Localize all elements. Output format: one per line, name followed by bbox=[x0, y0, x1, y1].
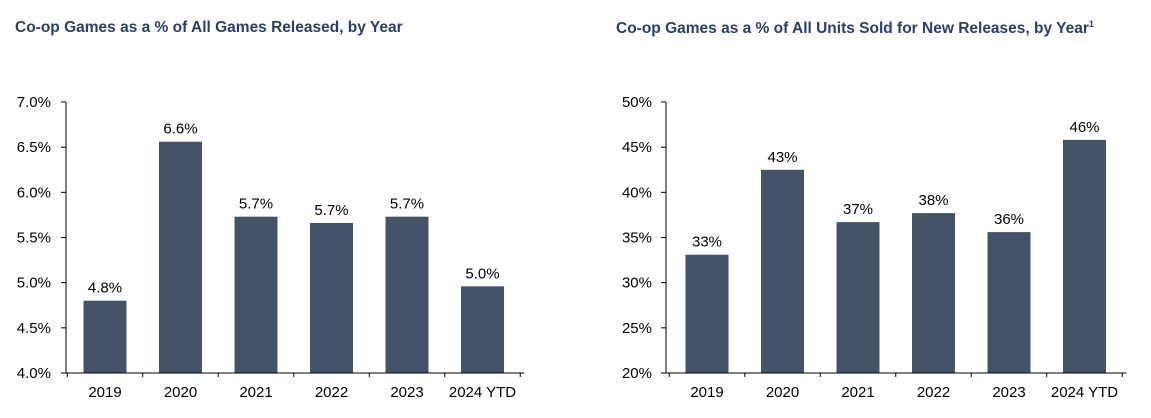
y-tick-label: 4.0% bbox=[17, 365, 51, 382]
chart-title-left-text: Co-op Games as a % of All Games Released… bbox=[15, 19, 403, 36]
x-tick-label: 2024 YTD bbox=[449, 384, 516, 401]
x-tick-label: 2021 bbox=[239, 384, 272, 401]
bar-2021 bbox=[836, 222, 880, 373]
bar-2022 bbox=[310, 223, 353, 373]
data-label: 5.7% bbox=[239, 196, 273, 213]
bar-2024-ytd bbox=[461, 286, 504, 373]
x-tick-label: 2024 YTD bbox=[1051, 384, 1118, 401]
x-tick-label: 2022 bbox=[315, 384, 348, 401]
bar-2020 bbox=[159, 141, 202, 373]
data-label: 38% bbox=[918, 192, 948, 209]
chart-title-left: Co-op Games as a % of All Games Released… bbox=[15, 19, 403, 37]
y-tick-label: 45% bbox=[622, 139, 652, 156]
y-tick-label: 6.0% bbox=[17, 184, 51, 201]
data-label: 43% bbox=[767, 149, 797, 166]
data-label: 36% bbox=[994, 211, 1024, 228]
bar-2024-ytd bbox=[1063, 139, 1106, 373]
y-tick-label: 50% bbox=[622, 94, 652, 111]
bar-2023 bbox=[385, 216, 429, 373]
y-tick-label: 30% bbox=[622, 275, 652, 292]
chart-panel-right: Co-op Games as a % of All Units Sold for… bbox=[600, 0, 1151, 418]
y-tick-label: 6.5% bbox=[17, 139, 51, 156]
bar-2019 bbox=[83, 300, 127, 373]
bar-2023 bbox=[987, 232, 1031, 373]
y-tick-label: 20% bbox=[622, 365, 652, 382]
bar-2022 bbox=[912, 213, 955, 373]
y-tick-label: 25% bbox=[622, 320, 652, 337]
y-tick-label: 5.5% bbox=[17, 230, 51, 247]
x-tick-label: 2023 bbox=[390, 384, 423, 401]
x-tick-label: 2020 bbox=[766, 384, 799, 401]
x-tick-label: 2019 bbox=[690, 384, 723, 401]
data-label: 5.7% bbox=[314, 202, 348, 219]
bar-chart-left: 4.8% 2019 6.6% 2020 5.7% 2021 5.7% 2022 5.7% 2023… bbox=[17, 94, 525, 401]
chart-title-right: Co-op Games as a % of All Units Sold for… bbox=[616, 19, 1094, 38]
y-tick-label: 5.0% bbox=[17, 275, 51, 292]
data-label: 5.7% bbox=[390, 196, 424, 213]
data-label: 37% bbox=[843, 201, 873, 218]
y-tick-label: 7.0% bbox=[17, 94, 51, 111]
data-label: 6.6% bbox=[163, 121, 197, 138]
chart-title-right-text: Co-op Games as a % of All Units Sold for… bbox=[616, 20, 1089, 38]
data-label: 46% bbox=[1069, 119, 1099, 136]
y-tick-label: 4.5% bbox=[17, 320, 51, 337]
x-tick-label: 2020 bbox=[164, 384, 197, 401]
bar-2021 bbox=[234, 216, 278, 373]
y-tick-label: 35% bbox=[622, 230, 652, 247]
bar-chart-right: 33% 2019 43% 2020 37% 2021 38% 2022 36% 2023 46% 20… bbox=[622, 94, 1127, 401]
bar-2019 bbox=[685, 254, 729, 373]
chart-panel-left: Co-op Games as a % of All Games Released… bbox=[0, 0, 560, 418]
x-tick-label: 2022 bbox=[917, 384, 950, 401]
x-tick-label: 2023 bbox=[992, 384, 1025, 401]
y-tick-label: 40% bbox=[622, 184, 652, 201]
x-tick-label: 2019 bbox=[88, 384, 121, 401]
bar-2020 bbox=[761, 169, 804, 374]
data-label: 5.0% bbox=[465, 265, 499, 282]
x-tick-label: 2021 bbox=[841, 384, 874, 401]
footnote-marker: 1 bbox=[1088, 19, 1094, 29]
data-label: 4.8% bbox=[88, 280, 122, 297]
data-label: 33% bbox=[692, 234, 722, 251]
